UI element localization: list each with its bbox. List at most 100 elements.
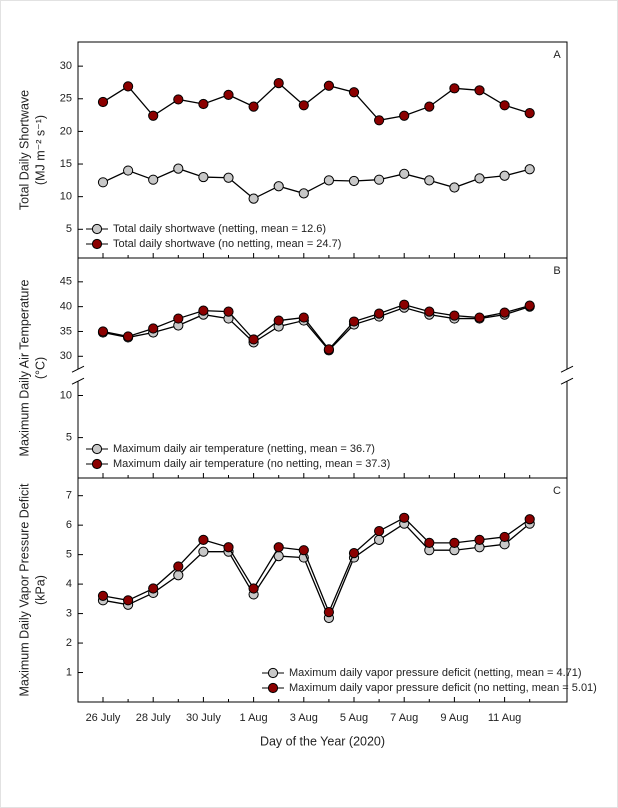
data-point xyxy=(424,101,435,112)
data-point xyxy=(374,174,385,185)
y-tick-label: 5 xyxy=(66,223,72,235)
y-axis-label: Maximum Daily Air Temperature xyxy=(17,280,31,457)
data-point xyxy=(248,193,259,204)
legend-marker xyxy=(267,682,279,694)
data-point xyxy=(499,100,510,111)
y-tick-label: 15 xyxy=(60,158,72,170)
data-point xyxy=(323,175,334,186)
data-point xyxy=(298,545,309,556)
y-tick-label: 30 xyxy=(60,350,72,362)
y-tick-label: 1 xyxy=(66,666,72,678)
data-point xyxy=(524,164,535,175)
data-point xyxy=(273,315,284,326)
y-tick-label: 3 xyxy=(66,607,72,619)
data-point xyxy=(198,546,209,557)
legend-label: Maximum daily air temperature (no nettin… xyxy=(113,458,390,470)
data-point xyxy=(248,101,259,112)
x-tick-label: 30 July xyxy=(186,712,221,724)
data-point xyxy=(449,537,460,548)
data-point xyxy=(223,306,234,317)
data-point xyxy=(173,163,184,174)
data-point xyxy=(273,542,284,553)
data-point xyxy=(524,300,535,311)
data-point xyxy=(223,542,234,553)
data-point xyxy=(474,312,485,323)
data-point xyxy=(198,171,209,183)
data-point xyxy=(323,607,334,618)
data-point xyxy=(148,174,159,185)
legend-marker xyxy=(91,238,103,250)
data-point xyxy=(173,94,184,105)
y-tick-label: 7 xyxy=(66,490,72,502)
panel-label: B xyxy=(553,265,560,277)
legend-label: Maximum daily air temperature (netting, … xyxy=(113,443,375,455)
legend-marker xyxy=(91,458,103,470)
y-axis-label: Total Daily Shortwave xyxy=(17,90,31,210)
data-point xyxy=(348,87,360,98)
data-point xyxy=(474,173,485,184)
data-point xyxy=(298,100,309,111)
x-tick-label: 26 July xyxy=(86,712,121,724)
x-axis-label: Day of the Year (2020) xyxy=(260,734,385,748)
x-tick-label: 11 Aug xyxy=(488,712,521,724)
data-point xyxy=(198,534,209,545)
y-tick-label: 6 xyxy=(66,519,72,531)
data-point xyxy=(298,312,309,323)
x-tick-label: 28 July xyxy=(136,712,171,724)
data-point xyxy=(323,344,334,355)
data-point xyxy=(424,175,435,186)
axis-break xyxy=(560,365,574,373)
data-point xyxy=(148,323,159,334)
data-point xyxy=(223,172,234,183)
x-tick-label: 5 Aug xyxy=(340,712,368,724)
data-point xyxy=(273,78,284,89)
data-point xyxy=(173,570,184,581)
data-point xyxy=(97,326,109,337)
y-tick-label: 25 xyxy=(60,93,72,105)
data-point xyxy=(248,334,259,345)
data-point xyxy=(348,316,360,327)
data-point xyxy=(449,182,460,193)
axis-break xyxy=(71,377,85,385)
data-point xyxy=(499,531,510,543)
y-tick-label: 2 xyxy=(66,637,72,649)
data-point xyxy=(424,306,435,317)
y-tick-label: 45 xyxy=(60,276,72,288)
data-point xyxy=(248,583,259,594)
legend-marker xyxy=(267,667,279,679)
data-point xyxy=(374,525,385,537)
data-point xyxy=(499,170,510,181)
data-point xyxy=(399,299,410,310)
y-tick-label: 5 xyxy=(66,549,72,561)
data-point xyxy=(524,514,535,525)
data-point xyxy=(449,83,460,94)
data-point xyxy=(499,307,510,318)
data-point xyxy=(123,165,134,176)
data-point xyxy=(399,512,410,523)
data-point xyxy=(374,115,385,126)
x-tick-label: 7 Aug xyxy=(390,712,418,724)
y-tick-label: 5 xyxy=(66,432,72,444)
data-point xyxy=(524,108,535,119)
y-tick-label: 40 xyxy=(60,301,72,313)
y-tick-label: 4 xyxy=(66,578,72,590)
data-point xyxy=(97,96,109,108)
data-point xyxy=(449,310,460,321)
x-tick-label: 1 Aug xyxy=(240,712,268,724)
y-tick-label: 30 xyxy=(60,60,72,72)
y-tick-label: 20 xyxy=(60,125,72,137)
legend-label: Total daily shortwave (netting, mean = 1… xyxy=(113,223,326,235)
legend-marker xyxy=(91,443,103,455)
legend-label: Total daily shortwave (no netting, mean … xyxy=(113,238,341,250)
data-point xyxy=(474,85,485,96)
frame xyxy=(77,477,568,703)
y-axis-label: Maximum Daily Vapor Pressure Deficit xyxy=(17,483,31,697)
data-point xyxy=(148,583,159,594)
data-point xyxy=(173,313,184,324)
y-axis-label: (kPa) xyxy=(33,575,47,605)
axis-break xyxy=(560,377,574,385)
x-tick-label: 9 Aug xyxy=(440,712,468,724)
data-point xyxy=(374,534,385,545)
